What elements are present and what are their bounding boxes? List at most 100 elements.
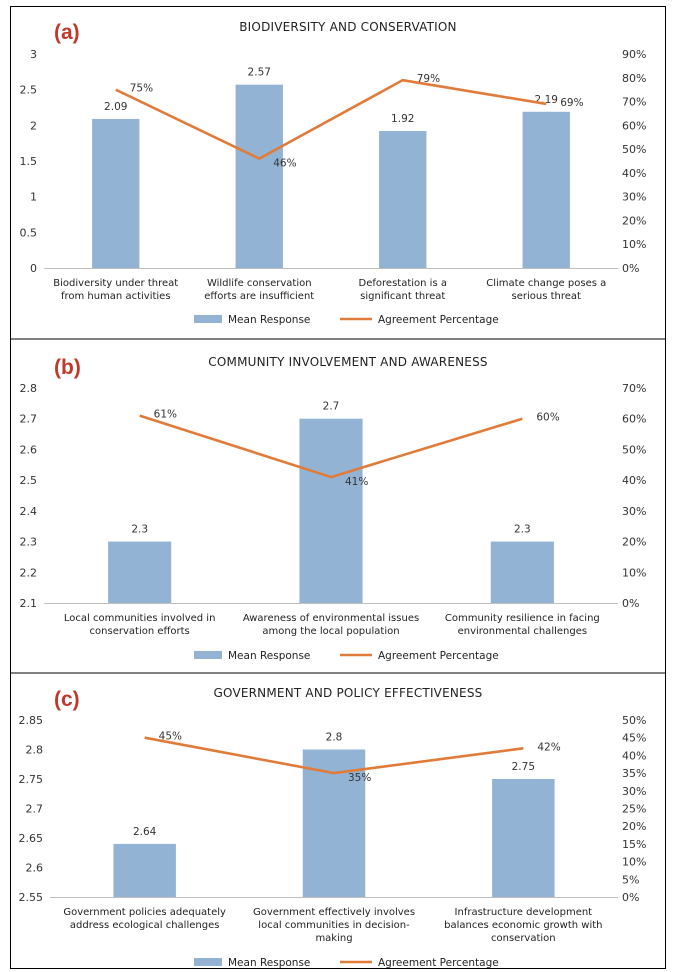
- bar-mean-response: [108, 541, 172, 603]
- panel-label: (b): [54, 356, 81, 379]
- y-left-tick-label: 2.7: [20, 413, 38, 426]
- y-left-tick-label: 0: [30, 262, 37, 275]
- y-right-tick-label: 5%: [622, 873, 639, 886]
- y-right-tick-label: 30%: [622, 505, 646, 518]
- bar-data-label: 2.8: [326, 732, 343, 744]
- chart-title: GOVERNMENT AND POLICY EFFECTIVENESS: [214, 686, 483, 700]
- legend-line-label: Agreement Percentage: [378, 650, 499, 662]
- panel-b: (b) COMMUNITY INVOLVEMENT AND AWARENESS 2.…: [10, 338, 666, 662]
- chart-title: BIODIVERSITY AND CONSERVATION: [239, 20, 457, 34]
- y-right-tick-label: 80%: [622, 72, 646, 85]
- bar-data-label: 2.3: [131, 524, 148, 536]
- category-label: Biodiversity under threat from human acti…: [53, 278, 178, 302]
- category-label-line: from human activities: [61, 291, 171, 302]
- category-label-line: Infrastructure development: [455, 907, 593, 918]
- legend-bar-swatch: [194, 315, 222, 323]
- y-left-tick-label: 2.6: [26, 862, 44, 875]
- y-right-tick-label: 20%: [622, 214, 646, 227]
- y-left-tick-label: 2.5: [20, 84, 38, 97]
- bar-mean-response: [299, 418, 363, 603]
- y-right-tick-label: 30%: [622, 785, 646, 798]
- category-label-line: Government policies adequately: [63, 907, 226, 918]
- category-label-line: Government effectively involves: [253, 907, 415, 918]
- y-right-tick-label: 20%: [622, 536, 646, 549]
- category-label-line: Local communities involved in: [64, 613, 216, 624]
- y-left-tick-label: 2: [30, 119, 37, 132]
- line-data-label: 69%: [560, 97, 583, 109]
- category-label: Government effectively involves local com…: [253, 907, 415, 944]
- bar-mean-response: [113, 843, 176, 897]
- legend: Mean Response Agreement Percentage: [194, 650, 499, 662]
- y-left-tick-label: 2.8: [26, 744, 44, 757]
- y-left-tick-label: 2.8: [20, 382, 38, 395]
- category-label-line: making: [315, 933, 352, 944]
- bar-data-label: 2.64: [133, 826, 157, 838]
- legend-bar-swatch: [194, 958, 222, 966]
- category-label: Deforestation is a significant threat: [359, 278, 447, 302]
- y-left-tick-label: 0.5: [20, 226, 38, 239]
- category-label-line: serious threat: [512, 291, 582, 302]
- bar-data-label: 2.57: [248, 67, 271, 79]
- y-left-tick-label: 2.6: [20, 443, 38, 456]
- y-left-tick-label: 2.4: [20, 505, 38, 518]
- y-right-tick-label: 50%: [622, 714, 646, 727]
- y-left-tick-label: 3: [30, 48, 37, 61]
- legend-bar-swatch: [194, 651, 222, 659]
- panel-label: (a): [54, 21, 80, 44]
- bar-mean-response: [490, 541, 554, 603]
- category-label-line: Climate change poses a: [486, 278, 606, 289]
- panel-c: (c) GOVERNMENT AND POLICY EFFECTIVENESS 2.…: [10, 672, 666, 969]
- line-data-label: 35%: [348, 772, 371, 784]
- y-right-tick-label: 40%: [622, 167, 646, 180]
- y-left-tick-label: 2.2: [20, 566, 38, 579]
- y-right-tick-label: 90%: [622, 48, 646, 61]
- y-left-tick-label: 2.85: [19, 714, 44, 727]
- y-right-tick-label: 40%: [622, 749, 646, 762]
- panel-label: (c): [54, 688, 80, 711]
- y-right-tick-label: 20%: [622, 820, 646, 833]
- bar-mean-response: [235, 84, 283, 268]
- category-label: Government policies adequately address ec…: [63, 907, 226, 931]
- line-data-label: 45%: [159, 731, 182, 743]
- bar-data-label: 2.7: [323, 401, 340, 413]
- y-right-tick-label: 60%: [622, 413, 646, 426]
- category-label: Community resilience in facing environmen…: [445, 613, 600, 637]
- bar-data-label: 2.75: [512, 761, 535, 773]
- bar-mean-response: [379, 131, 427, 268]
- legend-line-label: Agreement Percentage: [378, 314, 499, 326]
- panel-a: (a) BIODIVERSITY AND CONSERVATION 0 0.5 1 1.5…: [20, 20, 647, 326]
- category-label: Wildlife conservation efforts are insuffi…: [204, 278, 314, 302]
- y-left-tick-label: 2.75: [19, 773, 44, 786]
- legend: Mean Response Agreement Percentage: [194, 957, 499, 969]
- y-right-tick-label: 40%: [622, 474, 646, 487]
- figure-border: [10, 6, 666, 969]
- y-right-tick-label: 10%: [622, 856, 646, 869]
- bar-mean-response: [492, 779, 555, 897]
- line-data-label: 61%: [154, 409, 177, 421]
- category-label-line: Biodiversity under threat: [53, 278, 178, 289]
- line-agreement-percentage: [115, 78, 547, 160]
- y-right-tick-label: 35%: [622, 767, 646, 780]
- category-label: Awareness of environmental issues among t…: [243, 613, 419, 637]
- y-right-tick-label: 0%: [622, 891, 639, 904]
- category-label: Local communities involved in conservatio…: [64, 613, 216, 637]
- category-label-line: among the local population: [262, 626, 399, 637]
- line-data-label: 42%: [537, 741, 560, 753]
- y-right-tick-label: 0%: [622, 262, 639, 275]
- y-right-tick-label: 15%: [622, 838, 646, 851]
- category-label-line: conservation: [491, 933, 556, 944]
- category-label: Infrastructure development balances econo…: [444, 907, 602, 944]
- y-left-tick-label: 2.3: [20, 536, 38, 549]
- y-left-tick-label: 1: [30, 191, 37, 204]
- category-label-line: Deforestation is a: [359, 278, 447, 289]
- y-right-tick-label: 25%: [622, 803, 646, 816]
- y-left-tick-label: 2.5: [20, 474, 38, 487]
- y-left-tick-label: 2.65: [19, 832, 44, 845]
- category-label-line: Community resilience in facing: [445, 613, 600, 624]
- y-right-tick-label: 70%: [622, 96, 646, 109]
- bar-data-label: 1.92: [391, 113, 414, 125]
- legend: Mean Response Agreement Percentage: [194, 314, 499, 326]
- chart-title: COMMUNITY INVOLVEMENT AND AWARENESS: [208, 355, 487, 369]
